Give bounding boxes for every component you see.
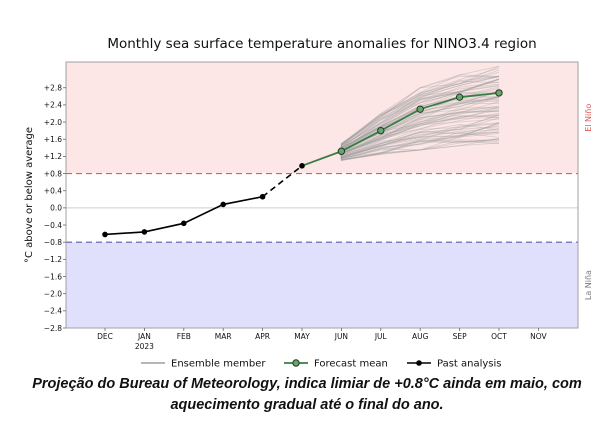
ensemble-member-line — [340, 76, 500, 152]
ensemble-member-line — [340, 139, 500, 161]
ensemble-member-line — [340, 138, 500, 160]
ensemble-member-line — [340, 65, 500, 152]
ensemble-member-line — [340, 129, 500, 158]
ensemble-member-line — [340, 138, 500, 161]
x-tick-label: JAN — [137, 332, 151, 341]
ensemble-member-line — [340, 83, 500, 152]
legend-forecast-marker — [292, 359, 300, 367]
ensemble-member-line — [340, 131, 500, 161]
ensemble-member-line — [340, 131, 500, 158]
ensemble-member-line — [340, 142, 500, 161]
y-tick-label: +1.2 — [44, 152, 62, 161]
x-tick-label: JUL — [374, 332, 388, 341]
plot-frame — [65, 61, 579, 329]
x-tick-label: APR — [255, 332, 270, 341]
y-axis-label: °C above or below average — [24, 127, 35, 263]
ensemble-member-line — [340, 125, 500, 159]
y-tick-label: −1.2 — [44, 255, 62, 264]
y-tick-label: −1.6 — [44, 272, 62, 281]
past-analysis-point — [102, 231, 108, 238]
y-tick-label: −2.4 — [44, 307, 62, 316]
y-tick-label: −2.8 — [44, 324, 62, 333]
ensemble-member-line — [340, 123, 500, 159]
legend-past-label: Past analysis — [437, 359, 502, 370]
ensemble-member-line — [340, 69, 500, 152]
chart-title: Monthly sea surface temperature anomalie… — [107, 36, 536, 52]
legend-ensemble-label: Ensemble member — [171, 359, 266, 370]
forecast-mean-point — [299, 163, 305, 169]
y-tick-label: +2.4 — [44, 101, 62, 110]
x-tick-label: MAY — [294, 332, 310, 341]
y-tick-label: 0.0 — [50, 204, 62, 213]
ensemble-member-line — [340, 71, 500, 152]
la-nina-label: La Niña — [584, 270, 593, 300]
ensemble-member-line — [340, 122, 500, 158]
past-analysis-point — [220, 201, 226, 208]
ensemble-member-line — [340, 123, 500, 159]
ensemble-member-line — [340, 67, 500, 152]
ensemble-member-line — [340, 123, 500, 159]
x-tick-label: AUG — [412, 332, 429, 341]
y-tick-label: −0.4 — [44, 221, 62, 230]
el-nino-label: El Niño — [584, 104, 593, 132]
forecast-mean-point — [377, 126, 385, 135]
x-tick-label: OCT — [491, 332, 507, 341]
ensemble-member-line — [340, 126, 500, 158]
ensemble-member-line — [340, 65, 500, 152]
x-tick-label: JUN — [334, 332, 348, 341]
x-tick-label: NOV — [530, 332, 547, 341]
forecast-mean-point — [416, 105, 424, 113]
ensemble-member-line — [340, 140, 500, 162]
ensemble-member-line — [340, 139, 500, 159]
forecast-mean-point — [337, 147, 346, 155]
ensemble-member-line — [340, 76, 500, 152]
figure-caption: Projeção do Bureau of Meteorology, indic… — [32, 376, 582, 413]
el-nino-band — [66, 62, 578, 174]
ensemble-member-line — [340, 75, 500, 152]
ensemble-member-line — [340, 127, 500, 160]
x-tick-label: MAR — [215, 332, 232, 341]
ensemble-member-line — [340, 117, 500, 158]
legend: Ensemble member Forecast mean Past analysi… — [141, 359, 502, 370]
y-tick-label: +1.6 — [44, 135, 62, 144]
y-tick-label: +2.0 — [44, 118, 62, 127]
forecast-mean-line — [301, 91, 500, 167]
ensemble-member-line — [340, 138, 500, 160]
y-tick-label: −0.8 — [44, 238, 62, 247]
past-analysis-point — [259, 193, 266, 200]
ensemble-member-line — [340, 76, 500, 152]
la-nina-band — [66, 242, 578, 328]
ensemble-member-line — [340, 75, 500, 152]
y-tick-label: +0.4 — [44, 187, 62, 196]
ensemble-member-line — [340, 74, 500, 152]
y-tick-label: −2.0 — [44, 289, 62, 298]
chart-svg: Monthly sea surface temperature anomalie… — [24, 36, 593, 370]
y-tick-label: +2.8 — [44, 84, 62, 93]
year-label: 2023 — [135, 342, 154, 351]
y-tick-label: +0.8 — [44, 169, 62, 178]
legend-forecast-label: Forecast mean — [314, 359, 388, 370]
past-analysis-point — [141, 229, 148, 235]
ensemble-member-line — [340, 80, 500, 152]
ensemble-member-line — [340, 79, 500, 152]
ensemble-member-line — [340, 133, 500, 161]
forecast-mean-point — [455, 93, 464, 101]
x-tick-label: DEC — [97, 332, 113, 341]
ensemble-member-line — [340, 138, 500, 161]
analysis-forecast-connector — [262, 165, 303, 198]
ensemble-member-line — [340, 121, 500, 159]
x-tick-label: SEP — [453, 332, 467, 341]
forecast-mean-point — [495, 89, 503, 97]
past-analysis-point — [181, 220, 187, 227]
legend-past-marker — [416, 360, 422, 366]
ensemble-member-line — [340, 123, 500, 157]
ensemble-member-line — [340, 131, 500, 159]
x-tick-label: FEB — [177, 332, 191, 341]
